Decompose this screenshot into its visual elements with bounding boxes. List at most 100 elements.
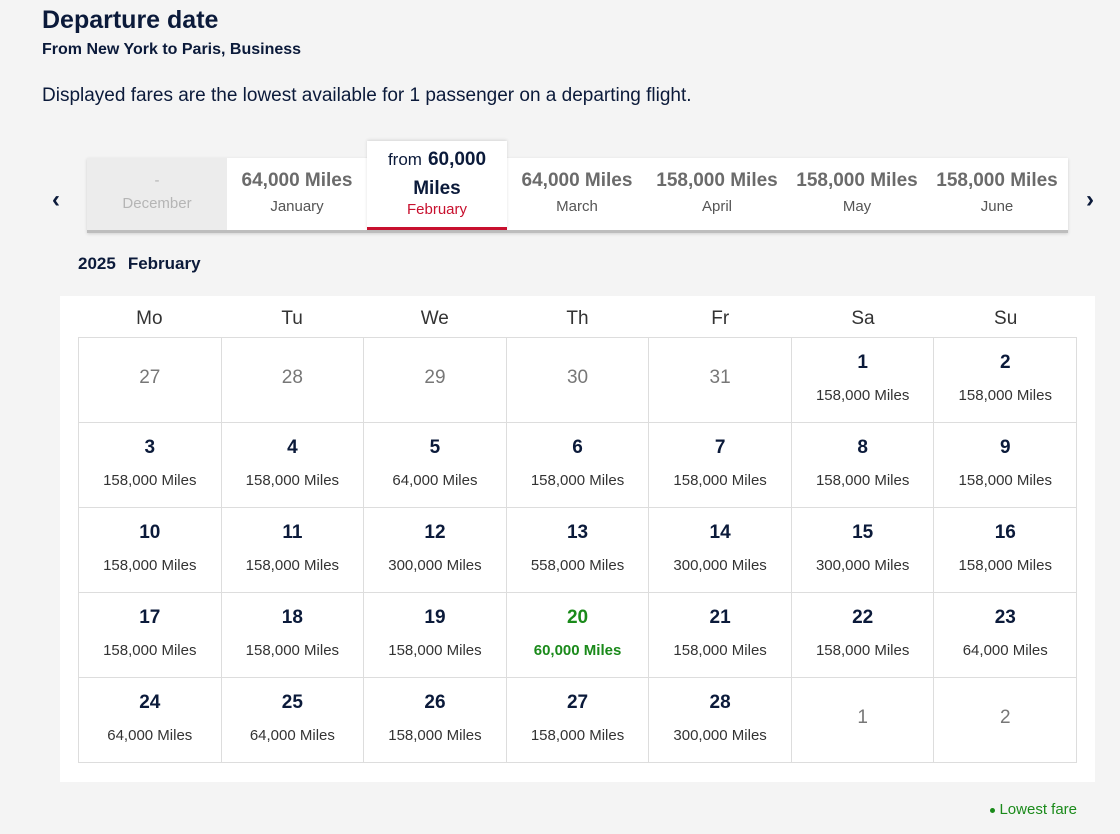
calendar-panel: Mo Tu We Th Fr Sa Su 27 28 29 30 31 1 158,000 Miles 2… xyxy=(60,296,1095,782)
month-tab[interactable]: 158,000 Miles April xyxy=(647,158,787,230)
day-cell[interactable]: 18 158,000 Miles xyxy=(221,593,365,678)
day-cell[interactable]: 13 558,000 Miles xyxy=(506,508,650,593)
week-row: 10 158,000 Miles 11 158,000 Miles 12 300,000 … xyxy=(78,508,1078,593)
day-cell[interactable]: 26 158,000 Miles xyxy=(364,678,507,763)
day-number: 26 xyxy=(424,692,446,713)
day-price: 158,000 Miles xyxy=(815,387,910,404)
day-number: 18 xyxy=(281,607,303,628)
month-tab: - December xyxy=(87,158,227,230)
day-price: 300,000 Miles xyxy=(673,727,767,744)
day-price: 158,000 Miles xyxy=(103,472,197,489)
day-number: 22 xyxy=(852,607,874,628)
day-cell[interactable]: 5 64,000 Miles xyxy=(364,423,507,508)
day-price: 60,000 Miles xyxy=(533,642,622,659)
month-name: January xyxy=(270,198,324,215)
day-number: 16 xyxy=(994,522,1016,543)
month-tab[interactable]: 64,000 Miles March xyxy=(507,158,647,230)
day-number: 21 xyxy=(709,607,731,628)
day-cell[interactable]: 11 158,000 Miles xyxy=(221,508,365,593)
day-number: 28 xyxy=(281,367,303,388)
day-cell[interactable]: 21 158,000 Miles xyxy=(649,593,792,678)
day-cell[interactable]: 4 158,000 Miles xyxy=(221,423,365,508)
day-cell[interactable]: 7 158,000 Miles xyxy=(649,423,792,508)
month-name: February xyxy=(406,201,468,218)
day-number: 11 xyxy=(282,522,303,543)
day-price: 158,000 Miles xyxy=(958,387,1052,404)
day-price: 158,000 Miles xyxy=(815,472,910,489)
day-number: 1 xyxy=(857,707,868,728)
month: February xyxy=(127,254,201,273)
month-tab[interactable]: 64,000 Miles January xyxy=(227,158,367,230)
month-tab[interactable]: 158,000 Miles May xyxy=(787,158,927,230)
day-number: 28 xyxy=(709,692,731,713)
day-number: 17 xyxy=(139,607,161,628)
day-price: 158,000 Miles xyxy=(815,642,910,659)
next-arrow[interactable]: › xyxy=(1086,186,1094,213)
weekday: Th xyxy=(566,308,589,329)
day-price: 158,000 Miles xyxy=(673,472,767,489)
weekday: Fr xyxy=(711,308,730,329)
day-number: 3 xyxy=(144,437,156,458)
day-cell[interactable]: 28 300,000 Miles xyxy=(649,678,792,763)
month-price-box: 64,000 Miles xyxy=(227,170,367,192)
month-tab[interactable]: from 60,000 Miles February xyxy=(367,141,507,230)
day-number: 9 xyxy=(999,437,1011,458)
month-tab[interactable]: 158,000 Miles June xyxy=(927,158,1067,230)
year-month: 2025 February xyxy=(78,254,213,274)
calendar-grid: Mo Tu We Th Fr Sa Su 27 28 29 30 31 1 158,000 Miles 2… xyxy=(78,300,1078,763)
day-cell[interactable]: 12 300,000 Miles xyxy=(364,508,507,593)
day-cell[interactable]: 6 158,000 Miles xyxy=(506,423,650,508)
month-price: 158,000 Miles xyxy=(796,170,918,191)
day-cell[interactable]: 9 158,000 Miles xyxy=(934,423,1078,508)
day-cell[interactable]: 8 158,000 Miles xyxy=(791,423,935,508)
prev-arrow[interactable]: ‹ xyxy=(52,186,60,213)
weekday: Su xyxy=(994,308,1018,329)
day-number: 10 xyxy=(139,522,161,543)
day-cell[interactable]: 19 158,000 Miles xyxy=(364,593,507,678)
day-cell[interactable]: 15 300,000 Miles xyxy=(791,508,935,593)
day-cell[interactable]: 10 158,000 Miles xyxy=(78,508,222,593)
day-cell[interactable]: 2 158,000 Miles xyxy=(934,338,1078,423)
day-cell[interactable]: 22 158,000 Miles xyxy=(791,593,935,678)
day-cell[interactable]: 24 64,000 Miles xyxy=(78,678,222,763)
day-cell: 2 xyxy=(934,678,1078,763)
weekday: Tu xyxy=(281,308,303,329)
weekday-row: Mo Tu We Th Fr Sa Su xyxy=(78,300,1077,337)
day-cell[interactable]: 23 64,000 Miles xyxy=(934,593,1078,678)
day-cell[interactable]: 20 60,000 Miles xyxy=(506,593,650,678)
day-number: 6 xyxy=(572,437,583,458)
day-cell[interactable]: 27 158,000 Miles xyxy=(506,678,650,763)
month-price: 60,000 Miles xyxy=(413,149,487,199)
day-number: 23 xyxy=(994,607,1016,628)
price-prefix: from xyxy=(387,150,422,169)
day-cell: 31 xyxy=(649,338,792,423)
day-price: 300,000 Miles xyxy=(388,557,482,574)
day-number: 31 xyxy=(709,367,731,388)
weekday: Sa xyxy=(851,308,875,329)
day-number: 2 xyxy=(999,707,1011,728)
day-price: 300,000 Miles xyxy=(815,557,910,574)
week-row: 24 64,000 Miles 25 64,000 Miles 26 158,000 Mi… xyxy=(78,678,1078,763)
day-cell[interactable]: 3 158,000 Miles xyxy=(78,423,222,508)
month-price: 158,000 Miles xyxy=(936,170,1058,191)
month-price-box: 158,000 Miles xyxy=(927,170,1067,192)
day-cell[interactable]: 25 64,000 Miles xyxy=(221,678,365,763)
day-number: 30 xyxy=(566,367,589,388)
day-number: 2 xyxy=(999,352,1011,373)
month-price: 64,000 Miles xyxy=(241,170,353,191)
weekday: Mo xyxy=(136,308,163,329)
day-cell[interactable]: 1 158,000 Miles xyxy=(791,338,935,423)
day-number: 20 xyxy=(566,607,589,628)
month-strip: - December 64,000 Miles January from 60,000 M… xyxy=(87,141,1068,233)
note: Displayed fares are the lowest available… xyxy=(42,85,692,106)
day-cell: 28 xyxy=(221,338,365,423)
day-cell[interactable]: 14 300,000 Miles xyxy=(649,508,792,593)
week-row: 17 158,000 Miles 18 158,000 Miles 19 158,000 … xyxy=(78,593,1078,678)
day-number: 7 xyxy=(714,437,726,458)
month-price-box: - xyxy=(87,172,227,189)
day-cell[interactable]: 16 158,000 Miles xyxy=(934,508,1078,593)
day-cell[interactable]: 17 158,000 Miles xyxy=(78,593,222,678)
weeks: 27 28 29 30 31 1 158,000 Miles 2 158,000 Miles 3 1… xyxy=(78,337,1078,763)
day-number: 19 xyxy=(424,607,446,628)
legend: Lowest fare xyxy=(990,801,1077,818)
